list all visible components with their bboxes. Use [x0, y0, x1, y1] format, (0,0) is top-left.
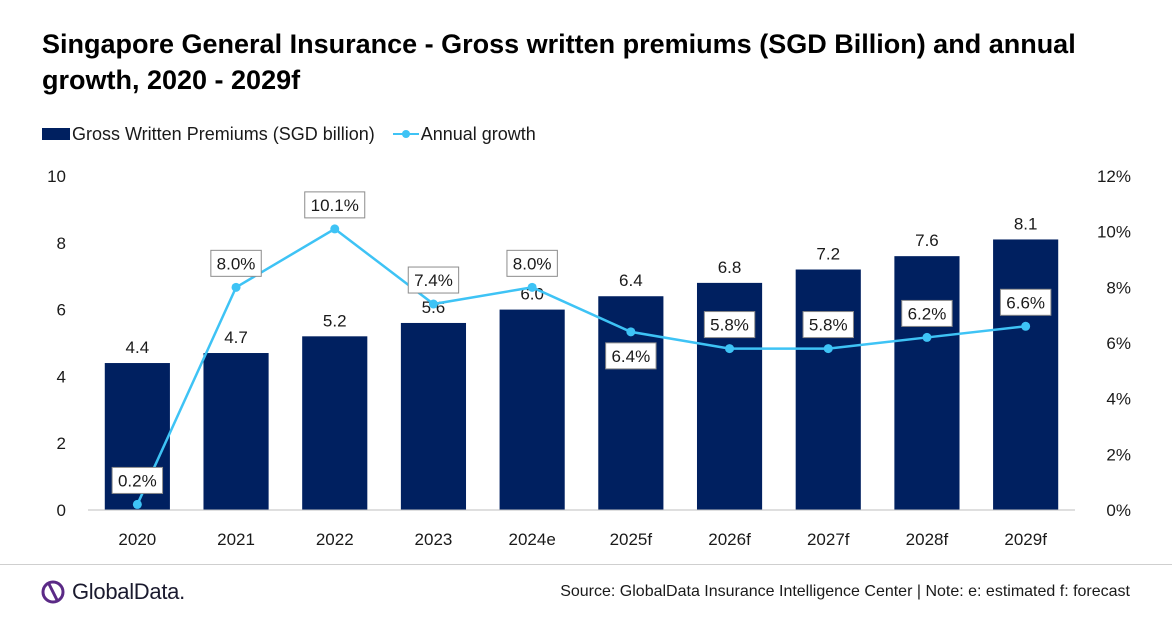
premium-bar: [203, 353, 269, 510]
growth-value-labels: 0.2% 8.0% 10.1% 7.4% 8.0% 6.4% 5.8% 5.8% 6.2% 6.6…: [111, 191, 1052, 494]
growth-label-box: [304, 191, 366, 219]
growth-label: 5.8%: [703, 311, 756, 339]
premium-bar: [894, 256, 960, 510]
chart-legend: Gross Written Premiums (SGD billion) Ann…: [42, 122, 554, 146]
premium-value-label: 8.1: [1014, 214, 1038, 233]
growth-point: [527, 282, 537, 292]
x-axis-tick-label: 2024e: [509, 530, 556, 549]
premium-bar: [302, 336, 368, 510]
legend-premiums-label: Gross Written Premiums (SGD billion): [72, 123, 375, 144]
chart-title: Singapore General Insurance - Gross writ…: [42, 29, 1076, 95]
growth-point: [1021, 321, 1031, 331]
left-axis-tick-label: 6: [57, 301, 66, 320]
right-axis-tick-label: 2%: [1106, 445, 1131, 464]
growth-point: [922, 332, 932, 342]
left-axis-tick-label: 0: [57, 501, 66, 520]
growth-label-text: 10.1%: [311, 196, 359, 215]
x-axis-tick-label: 2026f: [708, 530, 751, 549]
growth-point: [428, 299, 438, 309]
growth-point: [823, 344, 833, 354]
growth-label-text: 7.4%: [414, 271, 453, 290]
growth-label: 8.0%: [506, 249, 558, 277]
premium-bar: [795, 269, 861, 510]
premium-value-label: 7.2: [816, 245, 840, 264]
growth-label-box: [407, 266, 460, 294]
right-axis-tick-label: 12%: [1097, 167, 1131, 186]
x-axis-tick-label: 2027f: [807, 530, 850, 549]
growth-label-box: [999, 288, 1052, 316]
legend-bar-swatch: [42, 128, 70, 140]
growth-label-text: 6.6%: [1006, 293, 1045, 312]
growth-point: [725, 344, 735, 354]
premium-value-label: 4.7: [224, 328, 248, 347]
growth-line-series: [132, 224, 1031, 509]
legend-line-swatch: [392, 128, 419, 140]
right-axis-tick-label: 4%: [1106, 390, 1131, 409]
left-axis-tick-label: 2: [57, 434, 66, 453]
growth-label-text: 6.2%: [908, 304, 947, 323]
globaldata-logo: GlobalData.: [40, 578, 185, 606]
left-axis-tick-label: 10: [47, 167, 66, 186]
right-axis-tick-label: 0%: [1106, 501, 1131, 520]
premium-value-label: 5.2: [323, 311, 347, 330]
growth-label-box: [703, 311, 756, 339]
growth-label: 6.2%: [901, 299, 953, 327]
growth-label-box: [111, 466, 164, 494]
legend-item-growth: Annual growth: [392, 123, 536, 145]
premium-bar: [993, 239, 1059, 510]
premium-value-label: 7.6: [915, 231, 939, 250]
premium-bar: [400, 322, 467, 510]
right-axis-tick-label: 10%: [1097, 223, 1131, 242]
growth-label-box: [506, 249, 558, 277]
left-axis-tick-label: 8: [57, 234, 66, 253]
x-axis-tick-label: 2020: [118, 530, 156, 549]
premium-value-label: 4.4: [126, 338, 150, 357]
growth-label: 5.8%: [802, 311, 854, 339]
growth-label: 10.1%: [304, 191, 366, 219]
growth-label-box: [802, 311, 854, 339]
x-axis-tick-label: 2023: [415, 530, 453, 549]
growth-point: [132, 499, 142, 509]
growth-point: [626, 327, 636, 337]
legend-item-premiums: Gross Written Premiums (SGD billion): [42, 124, 375, 145]
x-axis-tick-labels: 2020 2021 2022 2023 2024e 2025f 2026f 2027f 2028…: [118, 530, 1047, 549]
growth-label-text: 8.0%: [217, 254, 256, 273]
growth-label-text: 5.8%: [809, 316, 848, 335]
logo-text: GlobalData.: [72, 579, 185, 604]
x-axis-tick-label: 2025f: [610, 530, 653, 549]
x-axis-tick-label: 2021: [217, 530, 255, 549]
growth-label-text: 8.0%: [513, 254, 552, 273]
x-axis-tick-label: 2022: [316, 530, 354, 549]
growth-label: 7.4%: [407, 266, 460, 294]
premium-value-label: 6.4: [619, 271, 643, 290]
footer-divider: [0, 564, 1172, 565]
growth-label-text: 6.4%: [611, 347, 650, 366]
source-note: Source: GlobalData Insurance Intelligenc…: [560, 583, 1130, 600]
globaldata-logo-icon: [41, 580, 65, 604]
growth-label-box: [901, 299, 953, 327]
legend-growth-label: Annual growth: [420, 123, 536, 144]
growth-line: [136, 227, 1026, 505]
growth-label-text: 0.2%: [118, 471, 157, 490]
growth-label: 6.4%: [605, 342, 657, 370]
left-axis-ticks: 0 2 4 6 8 10: [47, 167, 66, 520]
right-axis-ticks: 0% 2% 4% 6% 8% 10% 12%: [1097, 167, 1131, 520]
premium-bar: [499, 309, 565, 510]
growth-point: [231, 282, 241, 292]
growth-label: 6.6%: [999, 288, 1052, 316]
growth-point: [330, 224, 340, 234]
left-axis-tick-label: 4: [57, 367, 66, 386]
growth-label: 0.2%: [111, 466, 164, 494]
premium-value-label: 6.8: [718, 258, 742, 277]
x-axis-tick-label: 2029f: [1004, 530, 1047, 549]
growth-label: 8.0%: [210, 249, 262, 277]
growth-label-box: [605, 342, 657, 370]
growth-label-box: [210, 249, 262, 277]
growth-label-text: 5.8%: [710, 316, 749, 335]
x-axis-tick-label: 2028f: [906, 530, 949, 549]
right-axis-tick-label: 6%: [1106, 334, 1131, 353]
right-axis-tick-label: 8%: [1106, 278, 1131, 297]
